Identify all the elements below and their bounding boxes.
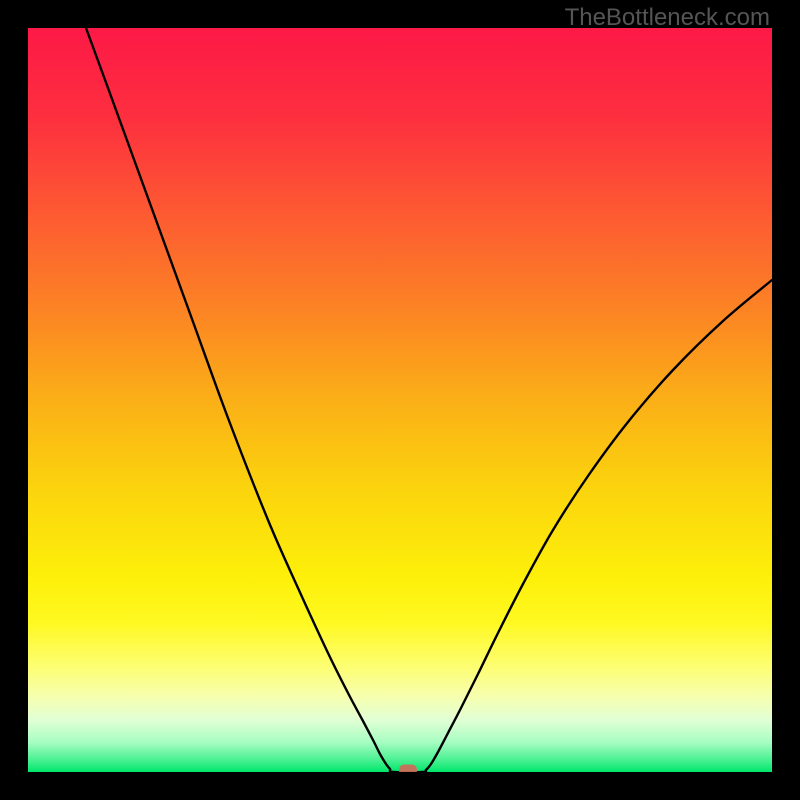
watermark-text: TheBottleneck.com (565, 4, 770, 32)
gradient-background (28, 28, 772, 772)
chart-frame: TheBottleneck.com (0, 0, 800, 800)
plot-svg (28, 28, 772, 772)
optimum-marker (399, 765, 417, 773)
plot-area (28, 28, 772, 772)
